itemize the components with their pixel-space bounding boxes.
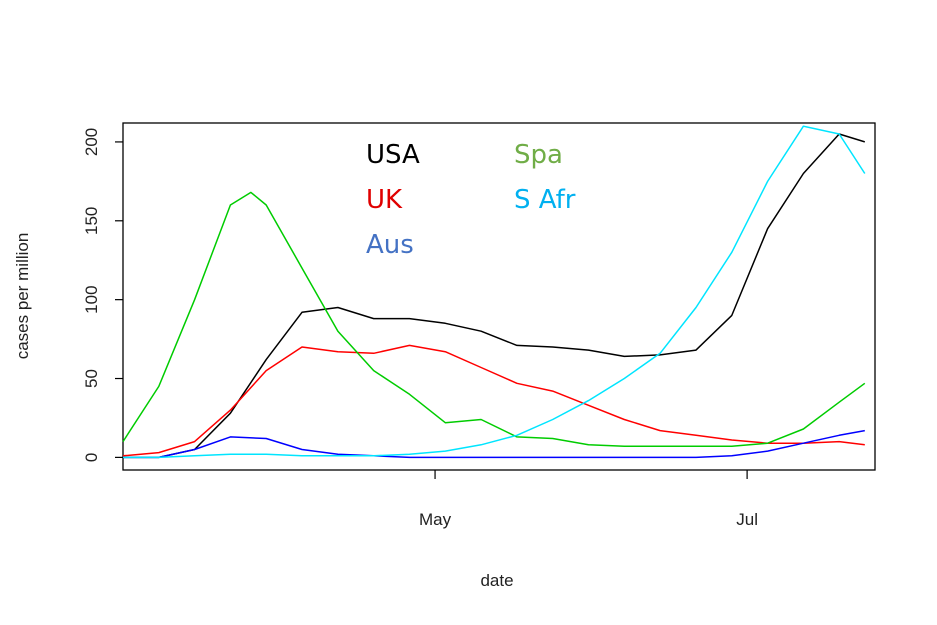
x-axis: May Jul	[419, 470, 758, 529]
legend: USA UK Aus Spa S Afr	[366, 140, 576, 260]
x-axis-label: date	[480, 571, 513, 590]
x-tick-label: Jul	[736, 510, 758, 529]
y-axis: 0 50 100 150 200	[82, 128, 123, 462]
x-tick-label: May	[419, 510, 452, 529]
series-line-spa	[122, 191, 866, 448]
legend-spa: Spa	[514, 140, 563, 170]
series-line-s-afr	[123, 125, 866, 459]
legend-s-afr: S Afr	[514, 185, 576, 215]
legend-usa: USA	[366, 140, 420, 170]
legend-uk: UK	[366, 185, 403, 215]
series-line-uk	[122, 344, 865, 457]
y-tick-label: 200	[82, 128, 101, 156]
y-axis-label: cases per million	[13, 233, 32, 360]
y-tick-label: 0	[82, 453, 101, 462]
y-tick-label: 150	[82, 207, 101, 235]
series-line-usa	[123, 133, 866, 459]
legend-aus: Aus	[366, 230, 414, 260]
y-tick-label: 100	[82, 285, 101, 313]
y-tick-label: 50	[82, 369, 101, 388]
series-line-aus	[123, 429, 865, 459]
plot-frame	[122, 122, 876, 471]
series-layer	[122, 125, 866, 459]
